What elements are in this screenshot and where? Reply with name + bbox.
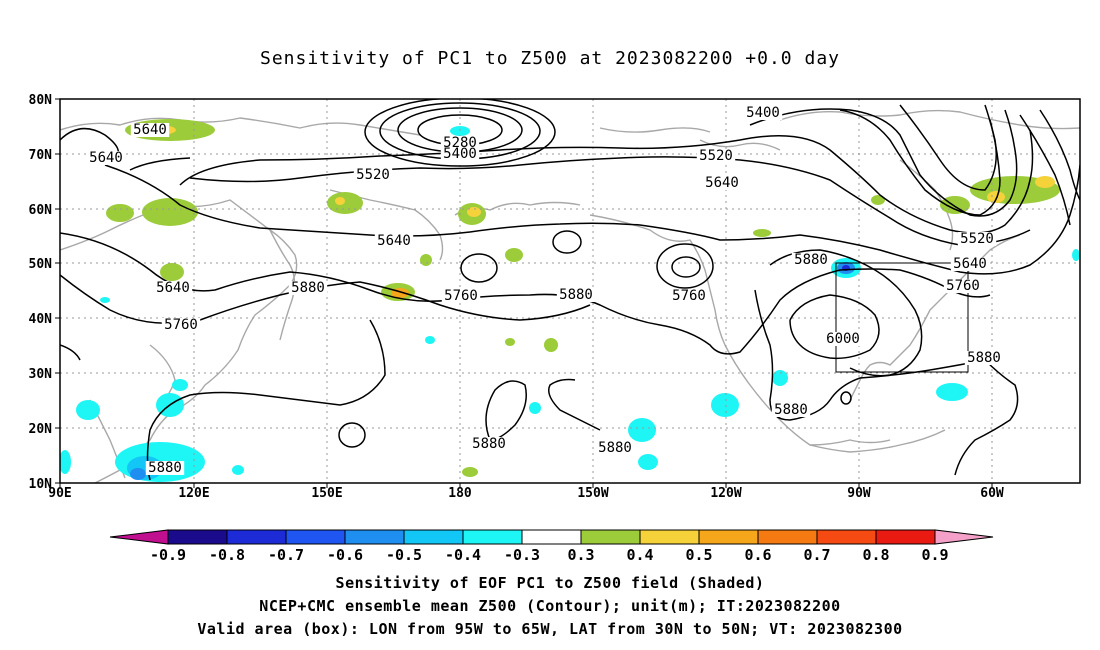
colorbar-swatch: [462, 529, 523, 545]
z500-contours: [60, 99, 1080, 481]
colorbar-label: -0.7: [268, 546, 304, 564]
lon-label: 150W: [577, 486, 608, 501]
colorbar-label: 0.8: [862, 546, 889, 564]
lon-label: 150E: [311, 486, 342, 501]
lat-label: 70N: [29, 148, 53, 163]
colorbar-low-arrow: [109, 529, 169, 545]
contour-label: 5760: [444, 288, 478, 304]
colorbar: -0.9 -0.8 -0.7 -0.6 -0.5 -0.4 -0.3 0.3 0.4 0.5 0.6…: [109, 529, 994, 564]
valid-area-box: [835, 262, 969, 373]
contour-label: 5400: [746, 105, 780, 121]
contour-label: 5760: [164, 317, 198, 333]
axis-labels: 90E 120E 150E 180 150W 120W 90W 60W 80N 70N 60N 50N…: [29, 93, 1004, 501]
lat-label: 20N: [29, 422, 53, 437]
colorbar-label: -0.5: [386, 546, 422, 564]
colorbar-label: -0.8: [209, 546, 245, 564]
contour-label: 5760: [672, 288, 706, 304]
contour-label: 5400: [443, 146, 477, 162]
contour-label: 5880: [472, 436, 506, 452]
colorbar-swatch: [757, 529, 818, 545]
contour-label: 6000: [826, 331, 860, 347]
contour-label: 5880: [794, 252, 828, 268]
contour-label: 5640: [705, 175, 739, 191]
colorbar-swatch: [344, 529, 405, 545]
colorbar-label: 0.7: [803, 546, 830, 564]
colorbar-label: -0.3: [504, 546, 540, 564]
colorbar-swatch: [639, 529, 700, 545]
contour-label: 5640: [377, 233, 411, 249]
colorbar-swatch: [875, 529, 936, 545]
contour-label: 5640: [953, 256, 987, 272]
colorbar-label: -0.4: [445, 546, 481, 564]
colorbar-high-arrow: [934, 529, 994, 545]
colorbar-swatch: [226, 529, 287, 545]
colorbar-swatch: [521, 529, 582, 545]
contour-label: 5520: [960, 231, 994, 247]
contour-label: 5520: [699, 148, 733, 164]
colorbar-label: 0.5: [685, 546, 712, 564]
colorbar-swatch: [167, 529, 228, 545]
caption-shaded: Sensitivity of EOF PC1 to Z500 field (Sh…: [335, 574, 765, 592]
lon-label: 90E: [48, 486, 71, 501]
contour-label: 5640: [133, 122, 167, 138]
colorbar-label: -0.6: [327, 546, 363, 564]
lat-label: 80N: [29, 93, 53, 108]
chart-title: Sensitivity of PC1 to Z500 at 2023082200…: [259, 48, 840, 69]
contour-label: 5880: [598, 440, 632, 456]
lat-label: 10N: [29, 477, 53, 492]
lat-label: 60N: [29, 203, 53, 218]
lon-label: 180: [448, 486, 472, 501]
lon-label: 90W: [847, 486, 871, 501]
lat-label: 50N: [29, 257, 53, 272]
contour-label: 5520: [356, 167, 390, 183]
caption-contour: NCEP+CMC ensemble mean Z500 (Contour); u…: [259, 597, 841, 615]
contour-label: 5880: [967, 350, 1001, 366]
contour-label: 5640: [89, 150, 123, 166]
contour-label: 5880: [774, 402, 808, 418]
caption-valid-area: Valid area (box): LON from 95W to 65W, L…: [197, 620, 903, 638]
map-border: [59, 98, 1081, 484]
contour-label: 5880: [291, 280, 325, 296]
contour-label: 5880: [148, 460, 182, 476]
contour-label: 5640: [156, 280, 190, 296]
colorbar-label: -0.9: [150, 546, 186, 564]
colorbar-label: 0.3: [567, 546, 594, 564]
lon-label: 120E: [178, 486, 209, 501]
colorbar-swatch: [580, 529, 641, 545]
contour-labels: 5640564056405760528054005400552055205640…: [86, 105, 1004, 476]
colorbar-label: 0.6: [744, 546, 771, 564]
contour-label: 5880: [559, 287, 593, 303]
colorbar-swatch: [816, 529, 877, 545]
colorbar-label: 0.4: [626, 546, 653, 564]
colorbar-swatch: [403, 529, 464, 545]
contour-label: 5760: [946, 278, 980, 294]
colorbar-swatch: [698, 529, 759, 545]
colorbar-label: 0.9: [921, 546, 948, 564]
lon-label: 120W: [710, 486, 741, 501]
lon-label: 60W: [980, 486, 1004, 501]
colorbar-swatch: [285, 529, 346, 545]
lat-label: 40N: [29, 312, 53, 327]
lat-label: 30N: [29, 367, 53, 382]
